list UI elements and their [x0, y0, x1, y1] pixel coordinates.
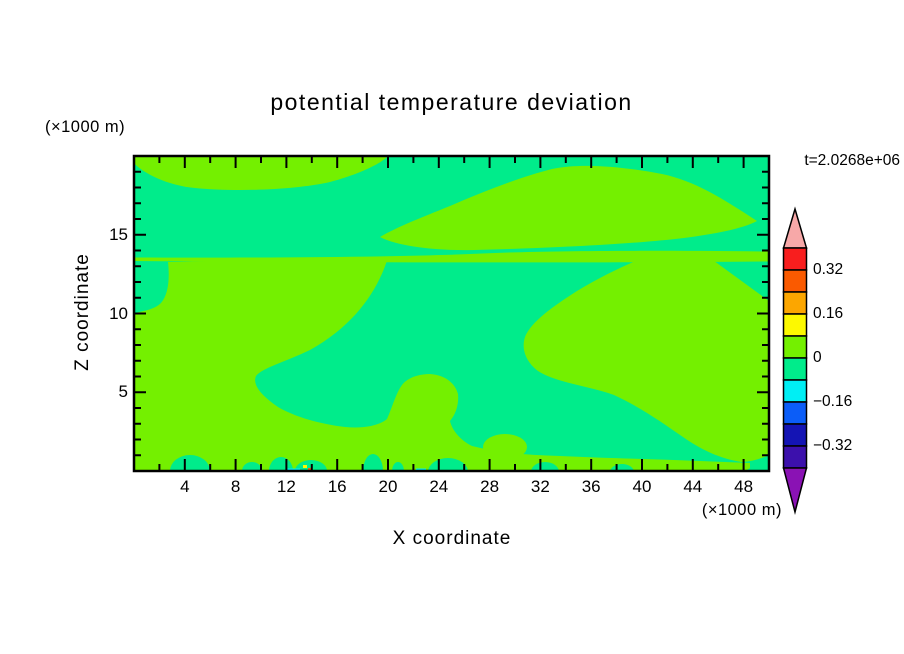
time-annotation: t=2.0268e+06	[804, 152, 900, 169]
colorbar-tick-label: 0.16	[813, 305, 844, 322]
x-tick-label: 24	[429, 477, 449, 496]
x-tick-label: 28	[480, 477, 500, 496]
colorbar	[782, 206, 808, 515]
axis-ticks	[135, 157, 768, 470]
surface-specks	[287, 465, 426, 470]
positive-region-topleft-cap	[135, 157, 387, 190]
positive-region-upper-right-dome	[380, 165, 757, 251]
colorbar-segment	[782, 313, 808, 337]
x-tick-label: 32	[530, 477, 550, 496]
x-tick-label: 48	[734, 477, 754, 496]
x-tick-label: 4	[180, 477, 190, 496]
x-axis-label: X coordinate	[392, 528, 512, 549]
x-tick-label: 20	[378, 477, 398, 496]
colorbar-segment	[782, 357, 808, 381]
colorbar-tick-label: 0.32	[813, 261, 844, 278]
positive-region-right-column	[523, 258, 768, 462]
colorbar-tick-label: 0	[813, 349, 822, 366]
positive-region-lower-left	[135, 257, 750, 470]
colorbar-segment	[782, 247, 808, 271]
colorbar-over-arrow	[782, 206, 808, 249]
chart-title: potential temperature deviation	[270, 89, 633, 115]
z-tick-label: 10	[109, 303, 128, 323]
colorbar-segment	[782, 445, 808, 469]
colorbar-under-arrow	[782, 467, 808, 515]
colorbar-segment	[782, 423, 808, 447]
x-tick-label: 36	[581, 477, 601, 496]
colorbar-segment	[782, 269, 808, 293]
colorbar-segment	[782, 401, 808, 425]
contour-field	[135, 157, 768, 470]
colorbar-segment	[782, 291, 808, 315]
x-tick-label: 12	[276, 477, 296, 496]
z-axis-units: (×1000 m)	[45, 118, 126, 136]
negative-bottom-mounds	[170, 454, 634, 470]
x-tick-label: 8	[230, 477, 241, 496]
x-tick-label: 16	[327, 477, 347, 496]
x-tick-label: 44	[683, 477, 703, 496]
colorbar-segment	[782, 379, 808, 403]
colorbar-segment	[782, 335, 808, 359]
z-tick-label: 15	[109, 224, 128, 244]
colorbar-tick-label: −0.32	[813, 437, 853, 454]
plot-frame	[132, 154, 771, 473]
x-axis-units: (×1000 m)	[701, 501, 782, 519]
z-tick-label: 5	[118, 382, 128, 402]
colorbar-tick-label: −0.16	[813, 393, 853, 410]
positive-region-small-bulge	[483, 434, 527, 460]
negative-bottom-right-corner	[746, 457, 768, 470]
x-tick-label: 40	[632, 477, 652, 496]
